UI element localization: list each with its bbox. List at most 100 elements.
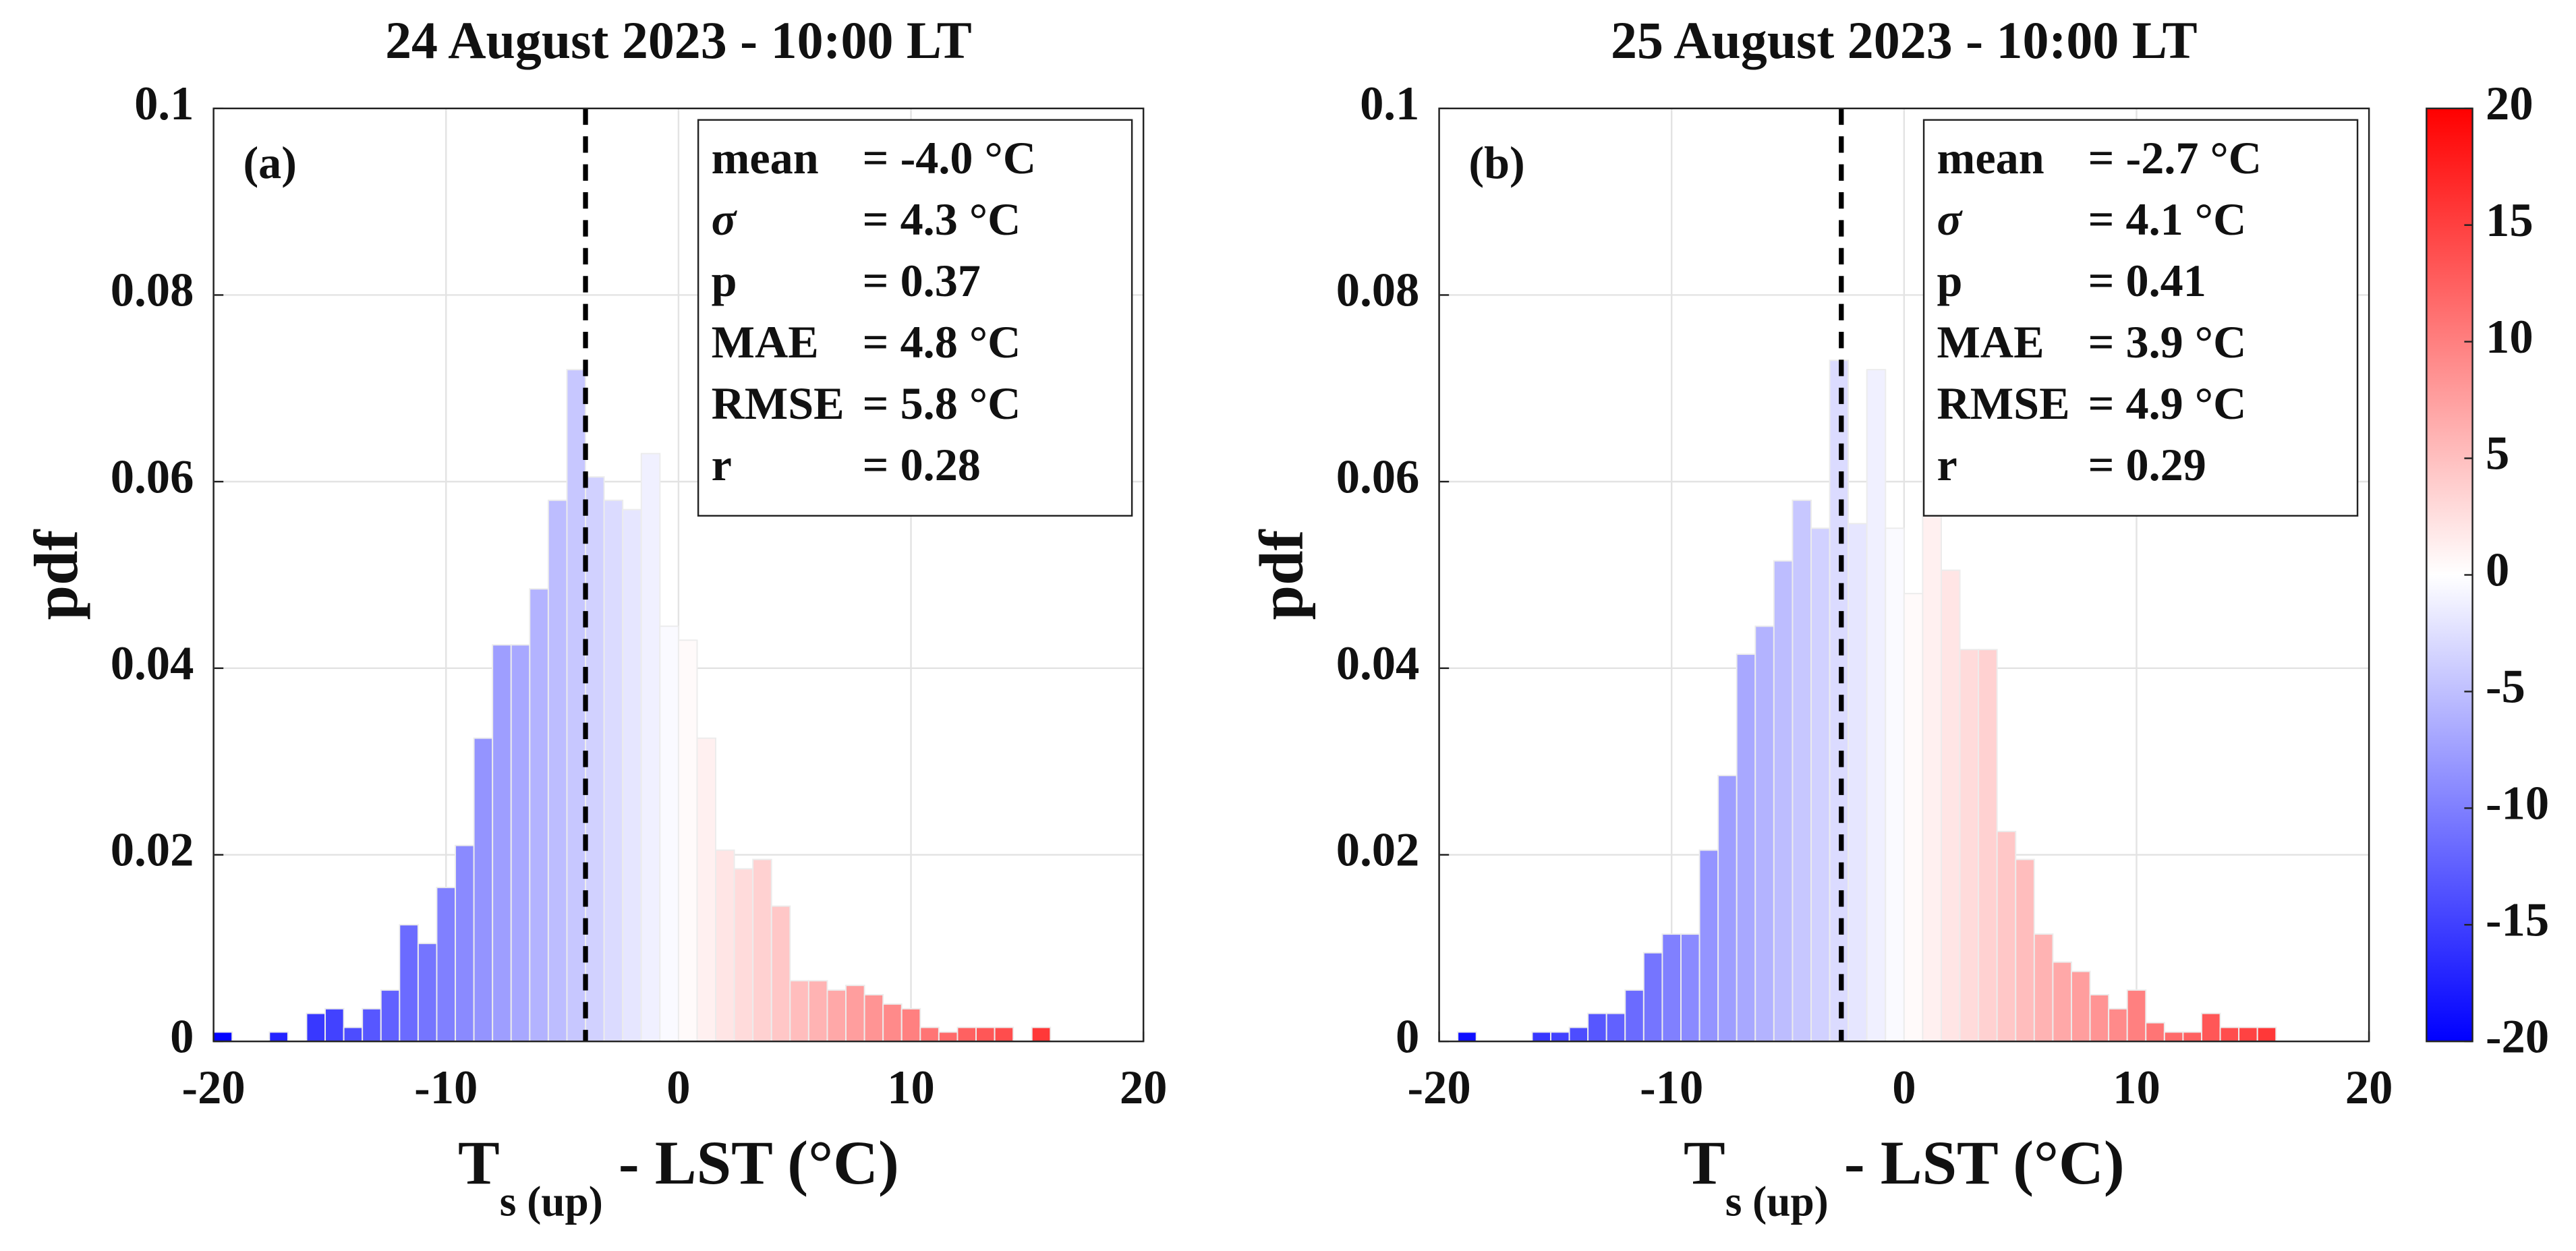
histogram-bar xyxy=(1885,527,1905,1043)
histogram-bar xyxy=(2033,933,2054,1043)
x-axis-label-sub: s (up) xyxy=(500,1177,603,1225)
stat-label: MAE xyxy=(1937,316,2044,368)
histogram-bar xyxy=(268,1031,289,1043)
histogram-bar xyxy=(1903,593,1924,1043)
histogram-bar xyxy=(1941,569,1961,1043)
stat-value: = 0.29 xyxy=(2088,439,2206,490)
x-tick-label: 20 xyxy=(2345,1061,2393,1114)
histogram-bar xyxy=(2256,1026,2277,1043)
histogram-bar xyxy=(1587,1012,1607,1043)
histogram-bar xyxy=(845,985,865,1043)
x-axis-label: Ts (up) - LST (°C) xyxy=(1684,1129,2125,1225)
stat-value: = 3.9 °C xyxy=(2088,316,2247,368)
stat-value: = 5.8 °C xyxy=(863,378,1021,429)
histogram-bar xyxy=(789,980,809,1043)
histogram-bar xyxy=(1680,933,1700,1043)
histogram-bar xyxy=(919,1026,940,1043)
histogram-bar xyxy=(1978,649,1998,1043)
histogram-bar xyxy=(659,625,679,1043)
x-tick-label: -20 xyxy=(182,1061,246,1114)
histogram-bar xyxy=(1959,649,1980,1043)
histogram-bar xyxy=(566,369,587,1043)
x-axis-label-main: T xyxy=(458,1129,500,1198)
panel-label: (a) xyxy=(243,137,297,188)
histogram-bar xyxy=(1031,1026,1052,1043)
stat-label: r xyxy=(1937,439,1957,490)
histogram-bar xyxy=(882,1003,903,1043)
stat-value: = 0.37 xyxy=(863,255,981,306)
colorbar-tick-label: 5 xyxy=(2486,428,2509,480)
stats-box xyxy=(1922,119,2359,517)
histogram-bar xyxy=(2071,970,2091,1043)
stat-label: p xyxy=(712,255,737,306)
x-tick-label: -10 xyxy=(414,1061,478,1114)
colorbar-tick-label: 15 xyxy=(2486,194,2534,247)
histogram-bar xyxy=(1996,830,2017,1043)
histogram-bar xyxy=(1736,653,1756,1043)
colorbar-tick-label: -5 xyxy=(2486,661,2525,714)
y-tick-label: 0.04 xyxy=(111,637,194,690)
stat-label: RMSE xyxy=(712,378,845,429)
histogram-bar xyxy=(1624,989,1644,1043)
histogram-bar xyxy=(492,644,512,1043)
colorbar-tick-label: 20 xyxy=(2486,78,2534,130)
histogram-bar xyxy=(324,1008,345,1043)
histogram-bar xyxy=(2238,1026,2258,1043)
histogram-bar xyxy=(455,844,475,1043)
y-tick-label: 0.08 xyxy=(1336,264,1420,317)
histogram-bar xyxy=(1605,1012,1626,1043)
x-axis-label-sub: s (up) xyxy=(1725,1177,1829,1225)
histogram-bar xyxy=(1810,527,1831,1043)
histogram-bar xyxy=(975,1026,996,1043)
stat-value: = -4.0 °C xyxy=(863,132,1036,183)
x-tick-label: 0 xyxy=(1892,1061,1916,1114)
histogram-bar xyxy=(1754,625,1775,1043)
histogram-bar xyxy=(380,989,401,1043)
histogram-bar xyxy=(585,476,605,1043)
stat-value: = 0.28 xyxy=(863,439,981,490)
histogram-bar xyxy=(900,1008,921,1043)
x-axis-label-rest: - LST (°C) xyxy=(1829,1129,2125,1198)
histogram-bar xyxy=(2219,1026,2240,1043)
histogram-bar xyxy=(306,1012,326,1043)
stat-label: p xyxy=(1937,255,1963,306)
histogram-bar xyxy=(1568,1026,1589,1043)
histogram-bar xyxy=(436,886,457,1043)
x-axis-label-rest: - LST (°C) xyxy=(603,1129,899,1198)
chart-title: 24 August 2023 - 10:00 LT xyxy=(385,11,972,69)
x-tick-label: 10 xyxy=(887,1061,935,1114)
panel-label: (b) xyxy=(1468,137,1524,188)
stat-value: = 4.9 °C xyxy=(2088,378,2247,429)
histogram-bar xyxy=(1848,523,1868,1043)
histogram-bar xyxy=(770,905,791,1043)
stat-value: = 4.8 °C xyxy=(863,316,1021,368)
histogram-bar xyxy=(417,942,438,1043)
histogram-bar xyxy=(2126,989,2147,1043)
histogram-bar xyxy=(1773,560,1794,1043)
histogram-bar xyxy=(2108,1008,2128,1043)
histogram-bar xyxy=(826,989,847,1043)
stat-value: = -2.7 °C xyxy=(2088,132,2262,183)
y-axis-label: pdf xyxy=(22,529,91,620)
histogram-bar xyxy=(2145,1022,2165,1043)
x-axis-label: Ts (up) - LST (°C) xyxy=(458,1129,899,1225)
histogram-bar xyxy=(362,1008,382,1043)
histogram-bar xyxy=(863,994,884,1043)
x-tick-label: 10 xyxy=(2113,1061,2160,1114)
histogram-bar xyxy=(715,849,735,1043)
histogram-bar xyxy=(1661,933,1682,1043)
histogram-bar xyxy=(807,980,828,1043)
x-tick-label: -10 xyxy=(1640,1061,1703,1114)
stat-label: σ xyxy=(1937,194,1964,245)
stat-label: mean xyxy=(1937,132,2044,183)
stat-label: σ xyxy=(712,194,738,245)
histogram-bar xyxy=(938,1031,958,1043)
colorbar-tick-label: 10 xyxy=(2486,311,2534,363)
histogram-bar xyxy=(529,588,549,1043)
histogram-bar xyxy=(1792,499,1812,1043)
stat-label: mean xyxy=(712,132,819,183)
histogram-bar xyxy=(343,1026,364,1043)
histogram-bar xyxy=(603,499,624,1043)
x-tick-label: 0 xyxy=(666,1061,690,1114)
